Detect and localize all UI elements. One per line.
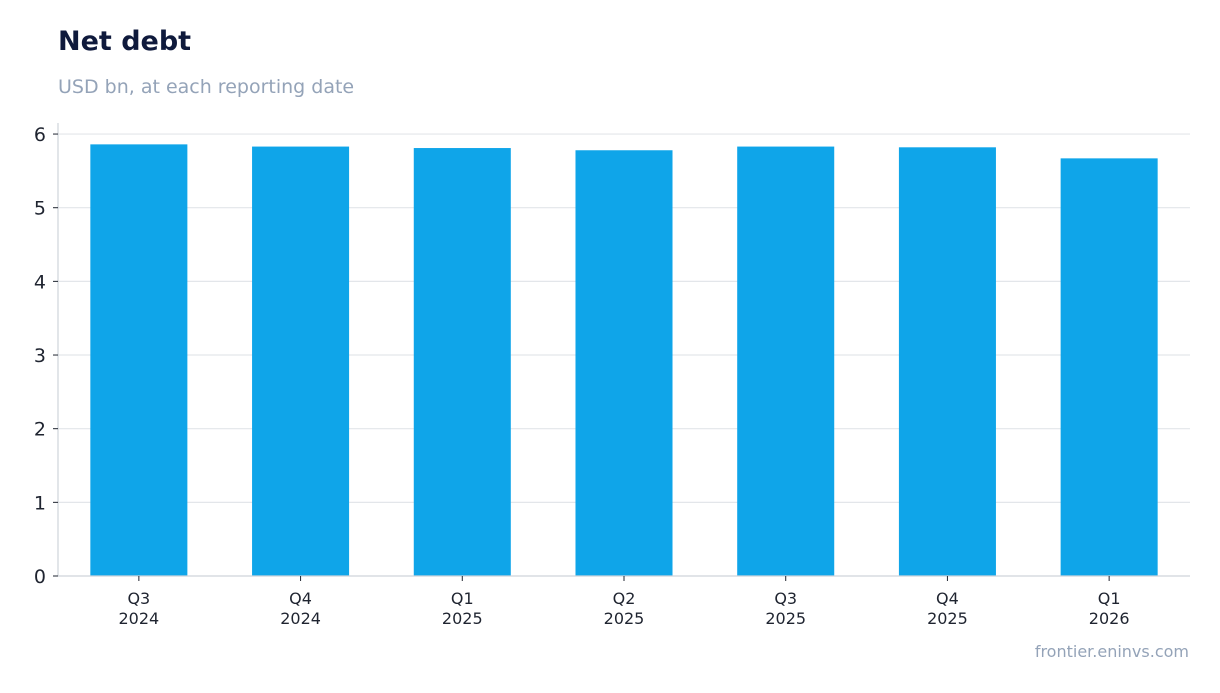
bar	[413, 148, 511, 577]
x-tick-quarter: Q2	[613, 589, 636, 608]
x-tick-year: 2025	[927, 609, 968, 628]
x-tick-quarter: Q4	[289, 589, 312, 608]
y-tick-label: 3	[34, 345, 46, 367]
x-tick-quarter: Q3	[127, 589, 150, 608]
x-tick-quarter: Q4	[936, 589, 959, 608]
bar	[898, 147, 996, 576]
x-tick-quarter: Q1	[451, 589, 474, 608]
y-tick-label: 2	[34, 419, 46, 441]
bars	[90, 144, 1158, 577]
chart-subtitle: USD bn, at each reporting date	[58, 76, 355, 98]
x-tick-year: 2025	[442, 609, 483, 628]
bar	[575, 150, 673, 576]
y-tick-label: 1	[34, 492, 46, 514]
bar	[1060, 158, 1158, 577]
x-tick-label: Q2 2025	[604, 589, 645, 628]
x-tick-year: 2025	[604, 609, 645, 628]
x-tick-label: Q3 2025	[765, 589, 806, 628]
y-tick-label: 0	[34, 566, 46, 588]
y-tick-label: 4	[34, 271, 46, 293]
bar	[90, 144, 188, 577]
bar	[252, 146, 350, 576]
x-tick-label: Q4 2024	[280, 589, 321, 628]
y-tick-label: 6	[34, 124, 46, 146]
y-tick-label: 5	[34, 198, 46, 220]
x-tick-label: Q1 2025	[442, 589, 483, 628]
x-tick-year: 2024	[280, 609, 321, 628]
x-tick-quarter: Q1	[1098, 589, 1121, 608]
y-axis-ticks: 0 1 2 3 4 5 6	[34, 124, 58, 588]
x-tick-year: 2024	[118, 609, 159, 628]
x-tick-label: Q4 2025	[927, 589, 968, 628]
x-tick-label: Q1 2026	[1089, 589, 1130, 628]
x-tick-label: Q3 2024	[118, 589, 159, 628]
bar	[737, 146, 835, 576]
source-credit: frontier.eninvs.com	[1034, 642, 1189, 661]
x-tick-quarter: Q3	[774, 589, 797, 608]
chart-title: Net debt	[58, 26, 192, 57]
x-tick-year: 2026	[1089, 609, 1130, 628]
x-tick-year: 2025	[765, 609, 806, 628]
